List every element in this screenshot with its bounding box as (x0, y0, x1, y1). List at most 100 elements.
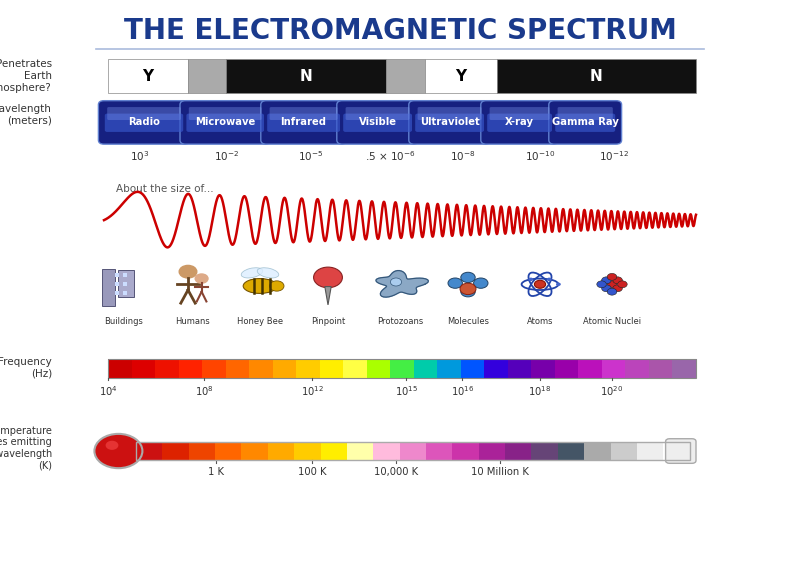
FancyBboxPatch shape (481, 101, 558, 144)
Bar (374, 442, 401, 460)
Text: About the size of...: About the size of... (116, 184, 214, 194)
Bar (531, 442, 558, 460)
FancyBboxPatch shape (267, 114, 340, 132)
Circle shape (474, 278, 488, 288)
Bar (497, 59, 696, 93)
Bar (202, 359, 226, 378)
Text: 10$^{-12}$: 10$^{-12}$ (599, 149, 630, 163)
Circle shape (94, 434, 142, 468)
Bar (484, 359, 509, 378)
Text: N: N (590, 69, 602, 84)
FancyBboxPatch shape (186, 114, 264, 132)
Bar (610, 442, 638, 460)
Bar (131, 359, 156, 378)
FancyBboxPatch shape (105, 114, 183, 132)
Ellipse shape (242, 268, 262, 278)
Bar (249, 359, 274, 378)
Text: Radio: Radio (128, 117, 160, 128)
Text: Molecules: Molecules (447, 317, 489, 327)
Bar (626, 359, 650, 378)
Text: Buildings: Buildings (105, 317, 143, 327)
Text: Atomic Nuclei: Atomic Nuclei (583, 317, 641, 327)
Bar (673, 359, 697, 378)
Text: Protozoans: Protozoans (377, 317, 423, 327)
Text: 10 Million K: 10 Million K (471, 467, 529, 477)
Text: Frequency
(Hz): Frequency (Hz) (0, 358, 52, 379)
Bar (226, 359, 250, 378)
Text: Ultraviolet: Ultraviolet (420, 117, 479, 128)
Bar (123, 282, 127, 286)
Text: 1 K: 1 K (208, 467, 224, 477)
Bar (637, 442, 664, 460)
Bar (508, 359, 532, 378)
FancyBboxPatch shape (343, 114, 412, 132)
Bar (188, 59, 226, 93)
Bar (296, 359, 321, 378)
Text: Penetrates
Earth
Atmosphere?: Penetrates Earth Atmosphere? (0, 59, 52, 93)
Bar (115, 273, 119, 277)
Circle shape (195, 274, 208, 283)
Text: Pinpoint: Pinpoint (311, 317, 345, 327)
Text: Atoms: Atoms (526, 317, 554, 327)
Bar (663, 442, 690, 460)
Polygon shape (325, 287, 331, 305)
Text: Y: Y (455, 69, 466, 84)
Bar (136, 442, 690, 460)
FancyBboxPatch shape (666, 439, 696, 463)
Bar (478, 442, 506, 460)
Bar (226, 59, 386, 93)
FancyBboxPatch shape (415, 114, 484, 132)
Text: 10$^{-10}$: 10$^{-10}$ (525, 149, 555, 163)
Bar (294, 442, 322, 460)
Text: 10$^{-2}$: 10$^{-2}$ (214, 149, 239, 163)
Bar (189, 442, 216, 460)
Bar (136, 442, 163, 460)
Circle shape (607, 273, 617, 280)
Bar (123, 273, 127, 277)
FancyBboxPatch shape (180, 101, 270, 144)
Bar (438, 359, 462, 378)
Circle shape (390, 278, 402, 286)
Bar (102, 269, 115, 306)
Bar (578, 359, 602, 378)
Bar (115, 291, 119, 295)
FancyBboxPatch shape (555, 114, 615, 132)
Text: 10,000 K: 10,000 K (374, 467, 418, 477)
Bar (452, 442, 479, 460)
Text: $10^{18}$: $10^{18}$ (528, 384, 552, 398)
Bar (215, 442, 242, 460)
FancyBboxPatch shape (409, 101, 490, 144)
Circle shape (613, 277, 622, 284)
Circle shape (529, 277, 534, 281)
Bar (108, 359, 132, 378)
Text: Wavelength
(meters): Wavelength (meters) (0, 104, 52, 126)
Text: Y: Y (142, 69, 154, 84)
FancyBboxPatch shape (270, 107, 338, 120)
Text: $10^4$: $10^4$ (98, 384, 118, 398)
Bar (347, 442, 374, 460)
Circle shape (461, 287, 475, 297)
FancyBboxPatch shape (558, 107, 613, 120)
FancyBboxPatch shape (490, 107, 550, 120)
Text: Gamma Ray: Gamma Ray (552, 117, 618, 128)
Text: .5 × 10$^{-6}$: .5 × 10$^{-6}$ (365, 149, 416, 163)
Bar (400, 442, 426, 460)
FancyBboxPatch shape (549, 101, 622, 144)
Bar (386, 59, 425, 93)
Bar (115, 282, 119, 286)
Circle shape (179, 265, 197, 278)
Circle shape (602, 277, 611, 284)
Circle shape (270, 281, 284, 291)
Circle shape (534, 280, 546, 288)
FancyBboxPatch shape (337, 101, 418, 144)
Circle shape (556, 283, 561, 286)
Text: Temperature
of bodies emitting
the wavelength
(K): Temperature of bodies emitting the wavel… (0, 426, 52, 471)
Text: Honey Bee: Honey Bee (237, 317, 283, 327)
Bar (123, 291, 127, 295)
Circle shape (613, 285, 622, 292)
Bar (584, 442, 611, 460)
Bar (178, 359, 203, 378)
Bar (390, 359, 414, 378)
Bar (108, 59, 188, 93)
Bar (649, 359, 674, 378)
